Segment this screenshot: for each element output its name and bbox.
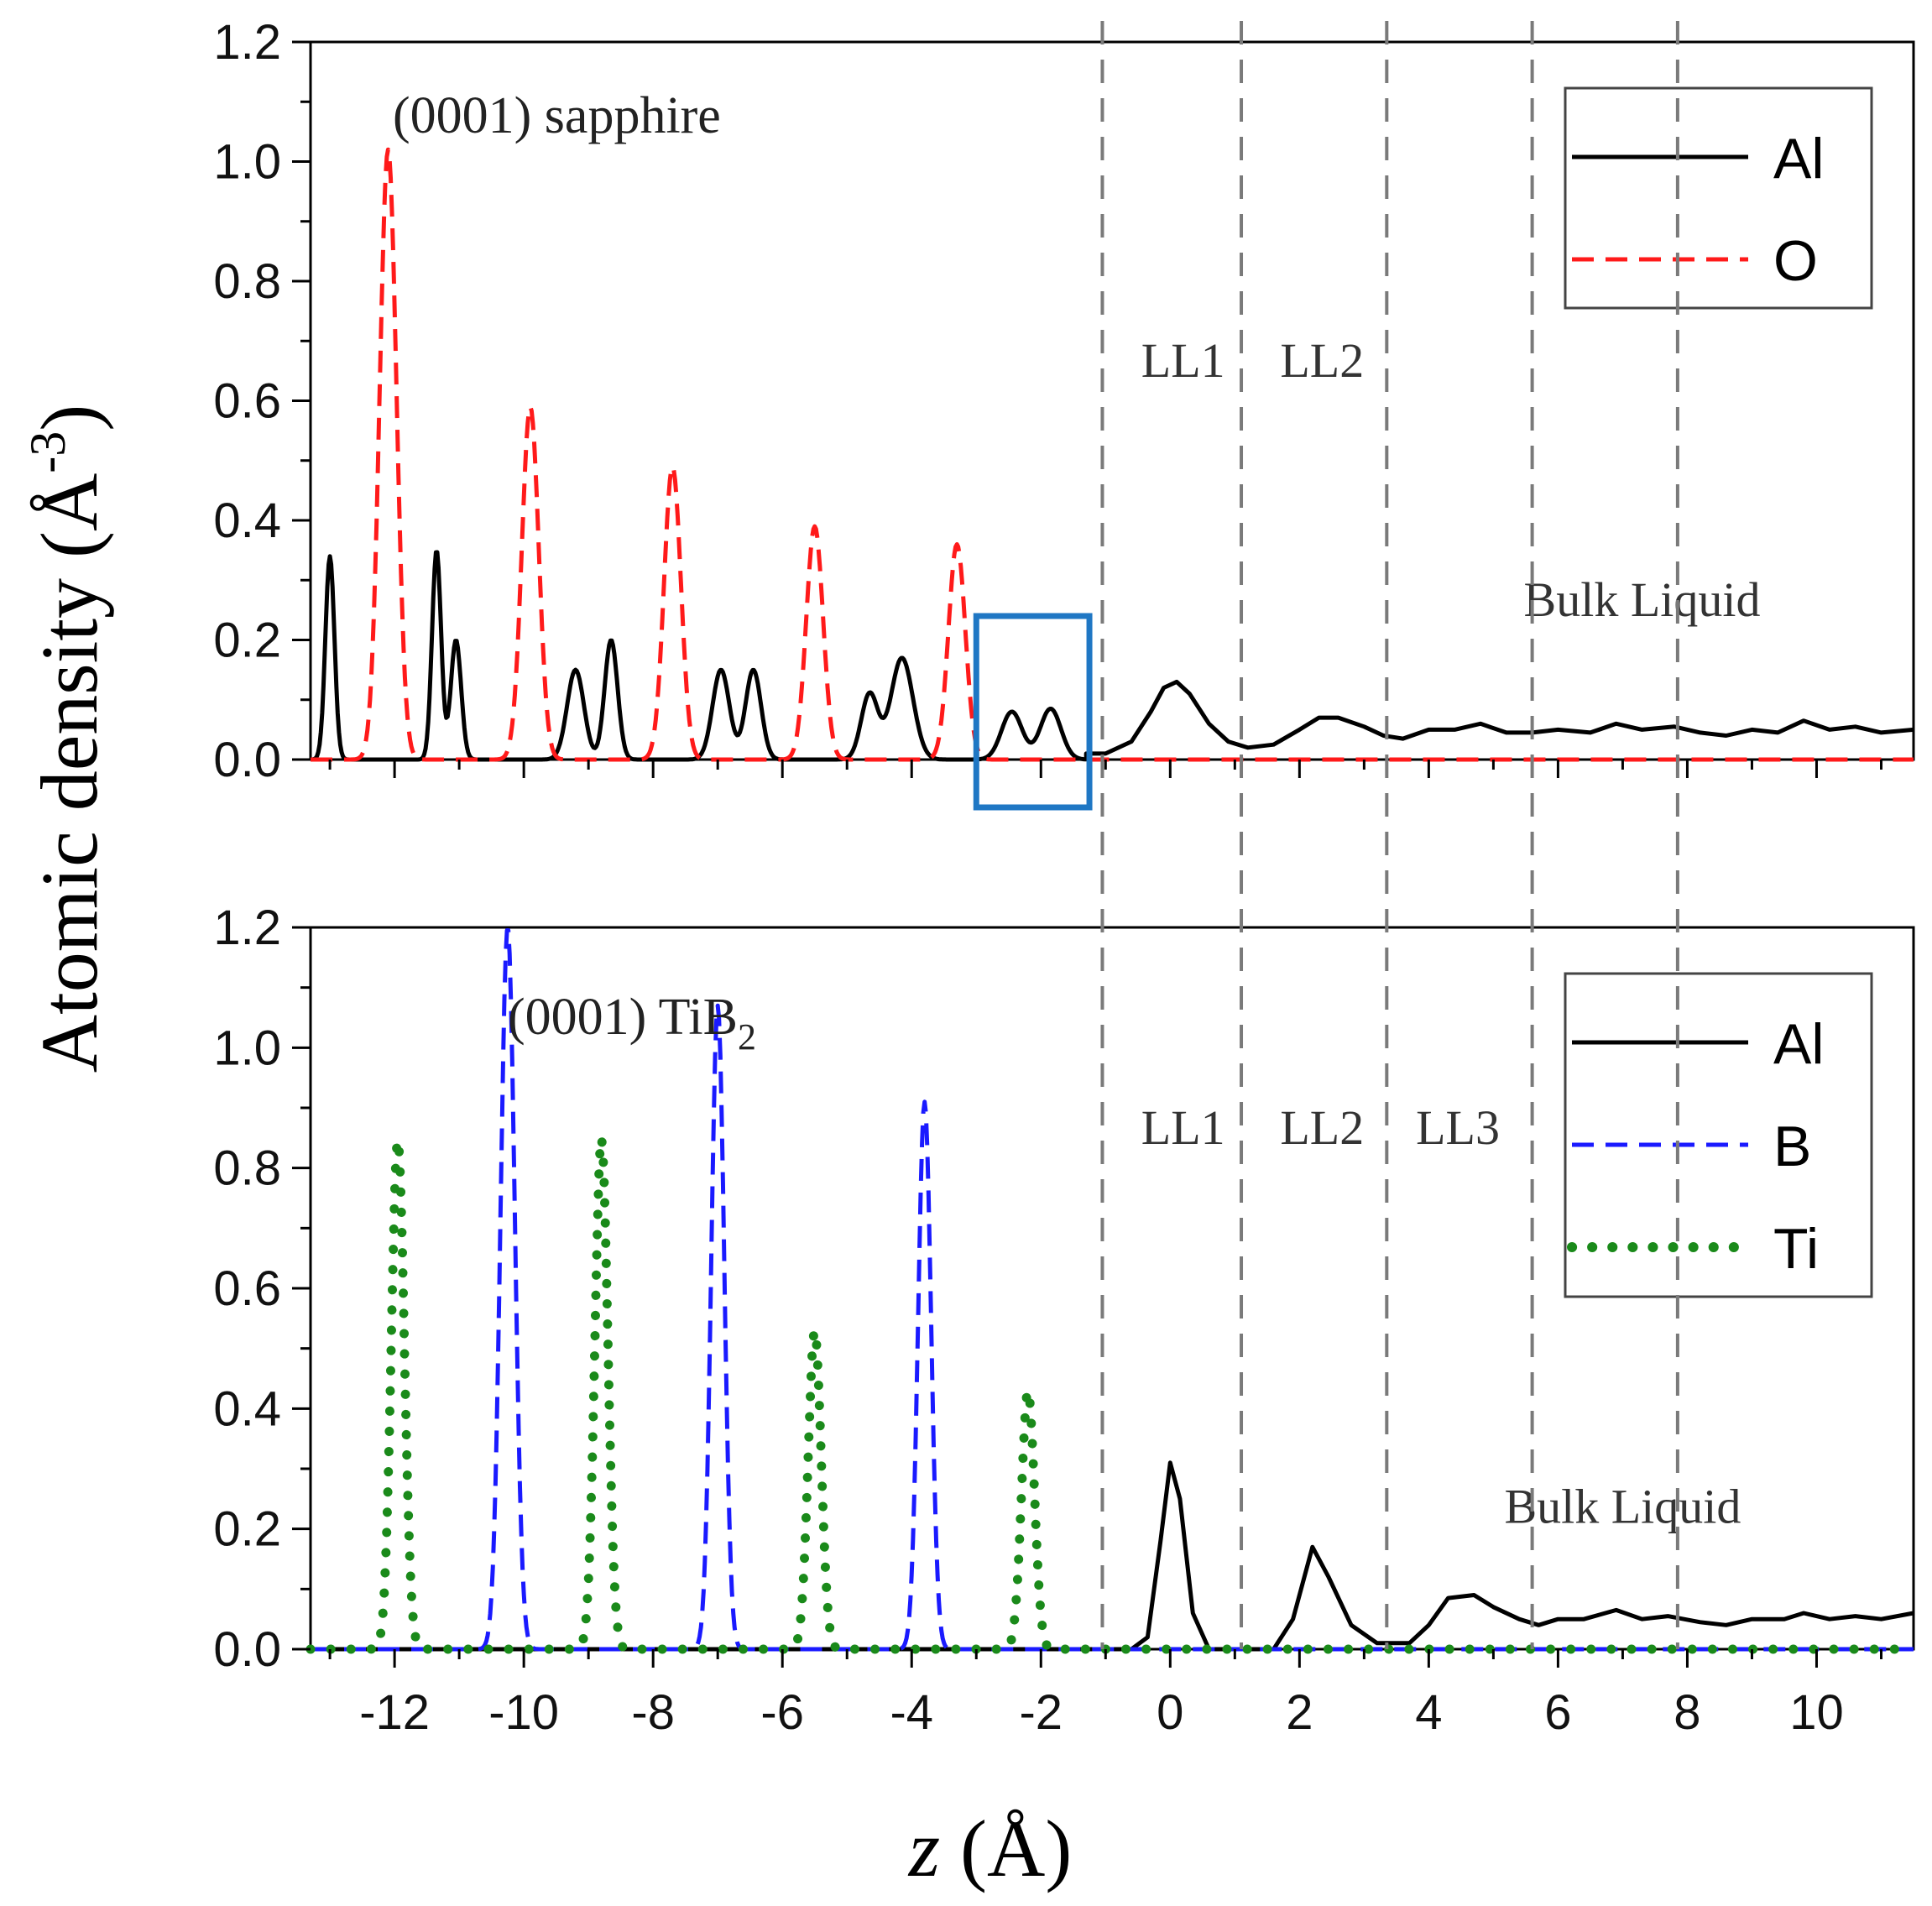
x-tick-label: 6 bbox=[1544, 1685, 1571, 1740]
y-axis-label-main: Atomic density (Å bbox=[24, 473, 114, 1073]
x-axis-label-rest: (Å) bbox=[940, 1804, 1072, 1893]
x-tick-label: 4 bbox=[1415, 1685, 1442, 1740]
region-label: LL1 bbox=[1141, 1100, 1225, 1155]
top-series-group bbox=[310, 147, 1914, 762]
region-label: LL1 bbox=[1141, 333, 1225, 388]
bottom-axis-ticks: 0.0 0.2 0.4 0.6 0.8 1.0 1.2 -12 -10 -8 -6 -4 -2 0 2 4 6 8… bbox=[213, 901, 1882, 1740]
series-o-line bbox=[310, 147, 1914, 762]
y-tick-label: 0.0 bbox=[213, 1622, 281, 1677]
top-legend: Al O bbox=[1564, 86, 1873, 310]
x-tick-label: 10 bbox=[1789, 1685, 1844, 1740]
top-annotation: (0001) sapphire bbox=[393, 87, 721, 144]
legend-label-o: O bbox=[1773, 229, 1818, 293]
y-tick-label: 0.4 bbox=[213, 1381, 281, 1436]
y-tick-label: 1.2 bbox=[213, 901, 281, 955]
x-tick-label: -10 bbox=[488, 1685, 559, 1740]
legend-label-al: Al bbox=[1773, 127, 1824, 191]
region-label: LL3 bbox=[1416, 1100, 1500, 1155]
x-tick-label: -4 bbox=[890, 1685, 933, 1740]
highlight-box bbox=[973, 613, 1093, 811]
bottom-panel: 0.0 0.2 0.4 0.6 0.8 1.0 1.2 -12 -10 -8 -6 -4 -2 0 2 4 6 8… bbox=[213, 901, 1919, 1740]
series-b-line bbox=[310, 928, 1914, 1652]
region-divider-lines bbox=[1100, 21, 1679, 1649]
top-region-labels: LL1 LL2 Bulk Liquid bbox=[1141, 333, 1761, 627]
x-tick-label: -12 bbox=[359, 1685, 430, 1740]
series-al-line bbox=[310, 550, 1914, 762]
y-tick-label: 0.2 bbox=[213, 1502, 281, 1557]
bottom-series-group bbox=[305, 928, 1919, 1654]
region-label: Bulk Liquid bbox=[1524, 572, 1761, 627]
x-tick-label: 8 bbox=[1674, 1685, 1700, 1740]
bottom-legend: Al B Ti bbox=[1564, 972, 1873, 1298]
x-tick-label: 0 bbox=[1157, 1685, 1183, 1740]
x-tick-label: -8 bbox=[631, 1685, 675, 1740]
legend-box bbox=[1564, 86, 1873, 310]
y-tick-label: 0.8 bbox=[213, 254, 281, 309]
bottom-annotation-sub: 2 bbox=[738, 1016, 756, 1057]
y-tick-label: 0.2 bbox=[213, 614, 281, 668]
region-label: Bulk Liquid bbox=[1504, 1480, 1741, 1534]
y-tick-label: 1.0 bbox=[213, 135, 281, 190]
bottom-annotation: (0001) TiB2 bbox=[508, 989, 756, 1057]
bottom-region-labels: LL1 LL2 LL3 Bulk Liquid bbox=[1141, 1100, 1741, 1534]
y-tick-label: 0.6 bbox=[213, 1261, 281, 1316]
x-axis-label: z (Å) bbox=[907, 1804, 1073, 1893]
y-axis-label-sup: -3 bbox=[20, 431, 76, 473]
y-tick-label: 1.2 bbox=[213, 15, 281, 70]
x-tick-label: -6 bbox=[760, 1685, 804, 1740]
x-tick-label: -2 bbox=[1019, 1685, 1063, 1740]
top-axis-ticks: 0.0 0.2 0.4 0.6 0.8 1.0 1.2 bbox=[213, 15, 1882, 787]
x-tick-label: 2 bbox=[1286, 1685, 1313, 1740]
legend-label-ti: Ti bbox=[1773, 1217, 1819, 1281]
bottom-annotation-main: (0001) TiB bbox=[508, 989, 738, 1046]
y-tick-label: 0.4 bbox=[213, 493, 281, 548]
legend-label-al: Al bbox=[1773, 1012, 1824, 1076]
legend-box bbox=[1564, 972, 1873, 1298]
y-tick-label: 0.0 bbox=[213, 733, 281, 787]
y-axis-label-close: ) bbox=[24, 405, 114, 431]
legend-label-b: B bbox=[1773, 1115, 1811, 1178]
region-label: LL2 bbox=[1280, 1100, 1364, 1155]
series-al-line bbox=[311, 1460, 1914, 1652]
y-tick-label: 0.8 bbox=[213, 1141, 281, 1196]
x-axis-label-italic: z bbox=[907, 1804, 940, 1893]
y-tick-label: 1.0 bbox=[213, 1021, 281, 1075]
y-tick-label: 0.6 bbox=[213, 374, 281, 429]
y-axis-label: Atomic density (Å-3) bbox=[20, 405, 114, 1073]
region-label: LL2 bbox=[1280, 333, 1364, 388]
